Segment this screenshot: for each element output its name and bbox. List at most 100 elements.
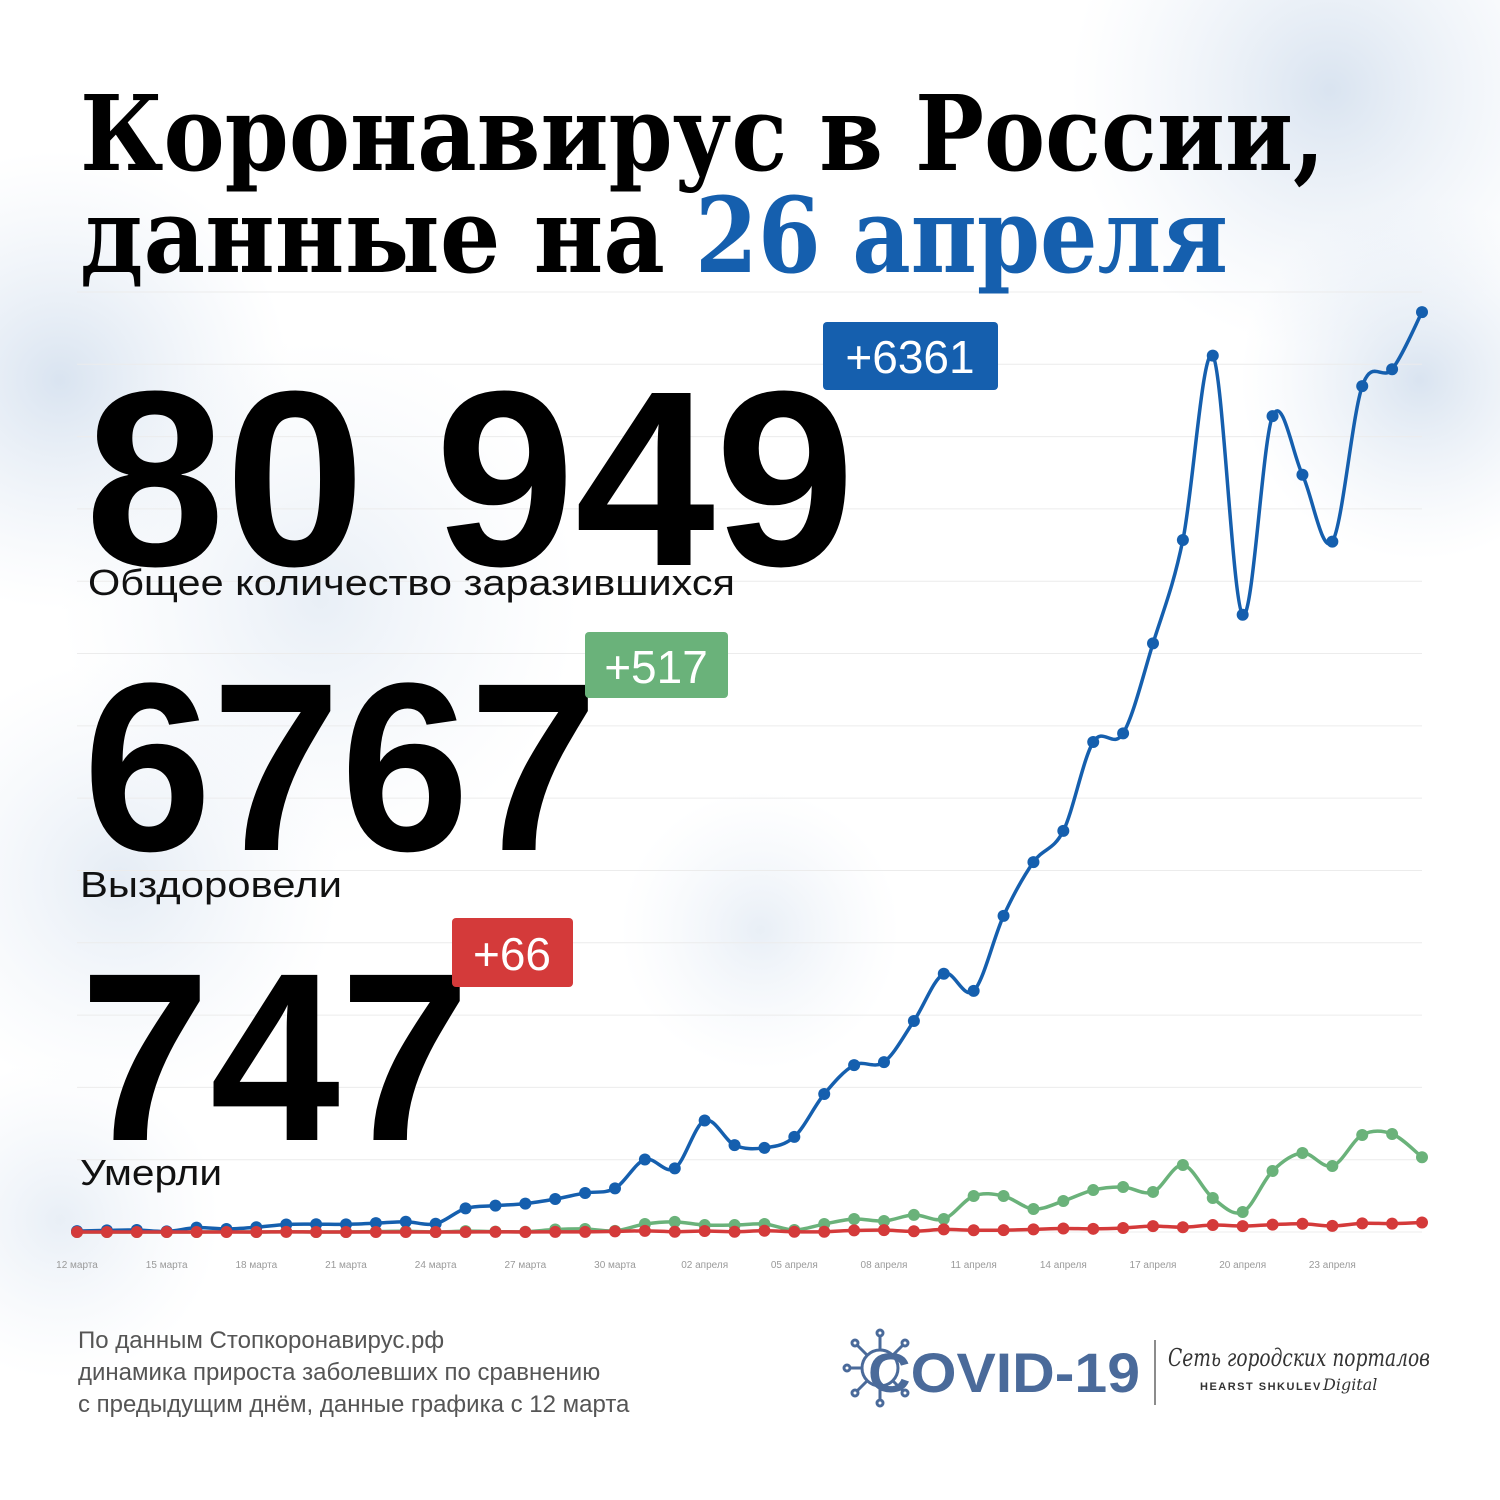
x-tick-label: 18 марта: [235, 1260, 277, 1271]
data-point: [878, 1215, 890, 1228]
data-point: [967, 1224, 980, 1237]
data-point: [788, 1130, 801, 1143]
data-point: [1356, 1217, 1369, 1230]
data-point: [369, 1226, 382, 1238]
x-tick-label: 05 апреля: [771, 1260, 818, 1271]
stat-label: Умерли: [80, 1152, 222, 1193]
data-point: [997, 909, 1010, 922]
footnote: По данным Стопкоронавирус.рф: [78, 1327, 444, 1354]
data-point: [1296, 468, 1309, 481]
data-point: [1326, 1160, 1339, 1173]
title: Коронавирус в России,: [80, 72, 1325, 195]
data-point: [1087, 1184, 1100, 1197]
data-point: [1147, 1220, 1159, 1233]
x-tick-label: 02 апреля: [681, 1260, 728, 1271]
logo-network: Сеть городских порталов: [1168, 1344, 1430, 1372]
data-point: [1236, 1206, 1249, 1219]
x-tick-label: 08 апреля: [861, 1260, 908, 1271]
data-point: [429, 1226, 442, 1238]
data-point: [967, 984, 980, 997]
data-point: [1057, 1195, 1070, 1208]
data-point: [459, 1226, 472, 1238]
data-point: [728, 1139, 741, 1152]
data-point: [310, 1226, 323, 1238]
x-tick-label: 23 апреля: [1309, 1260, 1356, 1271]
data-point: [668, 1162, 681, 1175]
data-point: [160, 1226, 173, 1238]
data-point: [698, 1114, 711, 1127]
data-point: [250, 1226, 263, 1238]
data-point: [1176, 534, 1189, 547]
data-point: [459, 1202, 472, 1215]
title-date: 26 апреля: [695, 174, 1228, 297]
data-point: [549, 1225, 562, 1238]
data-point: [848, 1224, 861, 1237]
badge: [585, 632, 728, 698]
x-tick-label: 20 апреля: [1219, 1260, 1266, 1271]
x-tick-label: 17 апреля: [1130, 1260, 1177, 1271]
data-point: [1176, 1159, 1189, 1172]
x-tick-label: 14 апреля: [1040, 1260, 1087, 1271]
data-point: [1206, 349, 1219, 362]
data-point: [1266, 1164, 1279, 1177]
data-point: [280, 1225, 293, 1238]
data-point: [728, 1225, 741, 1238]
data-point: [369, 1217, 382, 1230]
data-point: [1176, 1221, 1189, 1234]
data-point: [609, 1225, 621, 1238]
data-point: [100, 1226, 113, 1238]
badge: [452, 918, 573, 987]
data-point: [937, 1212, 950, 1225]
data-point: [1117, 727, 1130, 740]
data-point: [788, 1225, 801, 1238]
data-point: [758, 1224, 771, 1237]
data-point: [489, 1199, 502, 1212]
data-point: [190, 1226, 203, 1238]
logo-name: COVID-19: [868, 1341, 1140, 1404]
x-tick-label: 21 марта: [325, 1260, 367, 1271]
data-point: [1147, 637, 1159, 650]
data-point: [1117, 1181, 1130, 1194]
data-point: [130, 1226, 143, 1238]
data-point: [1416, 1151, 1428, 1164]
data-point: [399, 1215, 412, 1228]
data-point: [1087, 1222, 1100, 1235]
data-point: [489, 1225, 502, 1238]
data-point: [997, 1189, 1010, 1202]
data-point: [399, 1226, 412, 1238]
stat-value: 6767: [83, 633, 598, 901]
data-point: [1266, 1218, 1279, 1231]
data-point: [1236, 608, 1249, 621]
data-point: [220, 1226, 233, 1238]
data-point: [638, 1153, 651, 1166]
stat-delta: +517: [604, 641, 708, 693]
x-tick-label: 30 марта: [594, 1260, 636, 1271]
data-point: [638, 1224, 651, 1237]
x-tick-label: 27 марта: [504, 1260, 546, 1271]
data-point: [758, 1141, 771, 1154]
data-point: [519, 1226, 532, 1238]
data-point: [937, 1223, 950, 1236]
data-point: [1416, 306, 1428, 319]
data-point: [1386, 1127, 1399, 1140]
data-point: [1057, 1222, 1070, 1235]
data-point: [1356, 380, 1369, 393]
data-point: [579, 1225, 592, 1238]
grid: [77, 291, 1422, 1233]
data-point: [1027, 1223, 1040, 1236]
data-point: [818, 1088, 831, 1101]
data-point: [1386, 363, 1399, 376]
data-point: [1296, 1217, 1309, 1230]
logo-brand: HEARST SHKULEV: [1200, 1381, 1322, 1393]
x-tick-label: 11 апреля: [951, 1260, 997, 1271]
data-point: [1296, 1147, 1309, 1160]
data-point: [519, 1197, 532, 1210]
data-point: [878, 1056, 890, 1069]
data-point: [848, 1212, 861, 1225]
data-point: [1386, 1217, 1399, 1230]
data-point: [609, 1182, 621, 1195]
data-point: [818, 1225, 831, 1238]
title: данные на: [80, 174, 665, 297]
